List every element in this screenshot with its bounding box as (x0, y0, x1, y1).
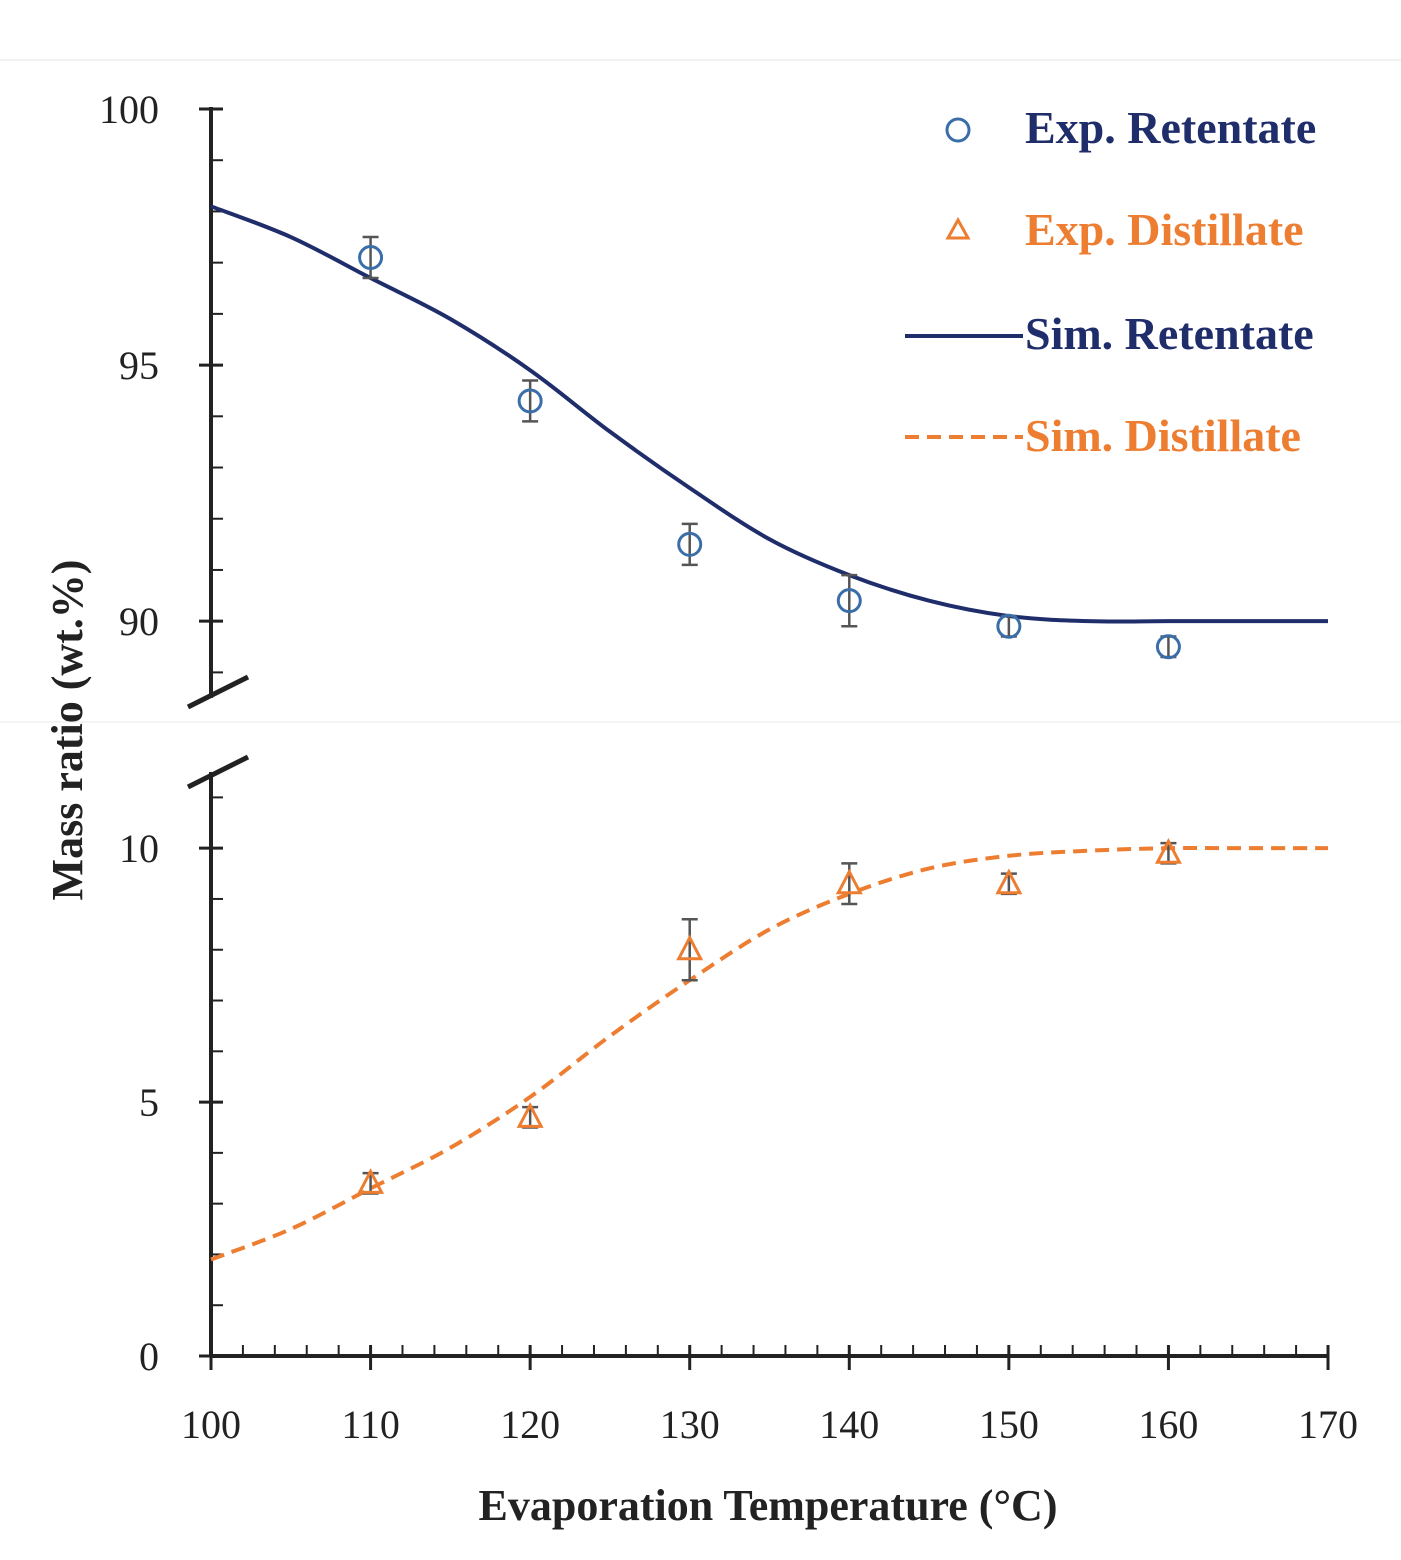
data-point-exp-retentate (358, 245, 384, 271)
data-point-exp-distillate (1154, 838, 1182, 864)
legend-label-sim-retentate: Sim. Retentate (1025, 308, 1314, 359)
legend-label-exp-distillate: Exp. Distillate (1025, 204, 1304, 255)
series-layer (210, 204, 1328, 1262)
series-line-sim-distillate (210, 845, 1328, 1262)
legend-label-exp-retentate: Exp. Retentate (1025, 102, 1316, 153)
data-point-exp-retentate (836, 588, 862, 614)
data-point-exp-retentate (996, 613, 1022, 639)
x-tick-label: 100 (181, 1402, 241, 1447)
x-tick-label: 140 (819, 1402, 879, 1447)
x-tick-label: 170 (1298, 1402, 1358, 1447)
y-tick-label-lower: 10 (119, 826, 159, 871)
axes (186, 107, 1328, 1358)
data-point-exp-retentate (677, 531, 703, 557)
data-point-exp-retentate (1155, 634, 1181, 660)
y-tick-label-lower: 0 (139, 1334, 159, 1379)
data-point-exp-distillate (516, 1102, 544, 1128)
legend-marker-exp-distillate (945, 216, 971, 240)
x-axis-title: Evaporation Temperature (°C) (479, 1481, 1058, 1530)
axis-break-mark-upper (186, 674, 250, 710)
axis-break-mark-lower (186, 754, 250, 790)
legend-marker-exp-retentate (945, 117, 971, 143)
data-point-exp-distillate (357, 1168, 385, 1194)
data-point-exp-distillate (676, 934, 704, 961)
data-point-exp-distillate (835, 868, 863, 895)
series-line-sim-retentate (210, 204, 1328, 624)
ticks: 100 110 120 130 140 150 160 170 90 95 100 0 5 10 (99, 87, 1358, 1447)
data-point-exp-retentate (517, 388, 543, 414)
y-tick-label-upper: 95 (119, 343, 159, 388)
x-tick-label: 150 (979, 1402, 1039, 1447)
y-axis-title: Mass ratio (wt.%) (43, 560, 92, 901)
legend-label-sim-distillate: Sim. Distillate (1025, 410, 1301, 461)
x-tick-label: 110 (341, 1402, 400, 1447)
y-tick-label-upper: 100 (99, 87, 159, 132)
y-tick-label-upper: 90 (119, 599, 159, 644)
y-tick-label-lower: 5 (139, 1080, 159, 1125)
x-tick-label: 160 (1138, 1402, 1198, 1447)
legend: Exp. Retentate Exp. Distillate Sim. Rete… (905, 102, 1316, 461)
x-tick-label: 130 (660, 1402, 720, 1447)
data-point-exp-distillate (995, 868, 1023, 895)
x-tick-label: 120 (500, 1402, 560, 1447)
